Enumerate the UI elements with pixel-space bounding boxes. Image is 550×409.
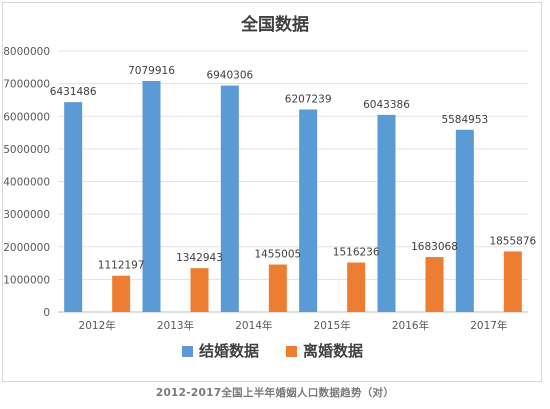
bar-divorce <box>268 264 287 312</box>
data-label-marriage: 6207239 <box>285 93 332 105</box>
data-label-divorce: 1683068 <box>411 241 458 253</box>
bar-marriage <box>299 109 318 312</box>
y-axis-ticks: 0 1000000 2000000 3000000 4000000 5000000 6000… <box>3 46 50 319</box>
legend-label: 结婚数据 <box>199 342 259 360</box>
gridlines <box>58 50 528 313</box>
data-label-marriage: 7079916 <box>128 65 175 77</box>
bar-divorce <box>503 251 522 312</box>
x-axis-ticks: 2012年 2013年 2014年 2015年 2016年 2017年 <box>79 319 508 332</box>
y-tick-label: 0 <box>43 307 50 319</box>
bar-chart: 全国数据 0 1000000 2000000 3000000 4000000 500000… <box>3 14 537 360</box>
data-label-divorce: 1855876 <box>489 235 536 247</box>
data-label-marriage: 6940306 <box>206 70 253 82</box>
data-label-marriage: 5584953 <box>441 114 488 126</box>
chart-title: 全国数据 <box>240 14 309 35</box>
x-tick-label: 2015年 <box>314 319 351 332</box>
bar-marriage <box>377 114 396 312</box>
x-tick-label: 2013年 <box>157 319 194 332</box>
data-label-divorce: 1342943 <box>176 252 223 264</box>
y-tick-label: 6000000 <box>3 111 50 123</box>
data-label-divorce: 1516236 <box>333 247 380 259</box>
x-tick-label: 2017年 <box>470 319 507 332</box>
y-tick-label: 1000000 <box>3 274 50 286</box>
data-label-marriage: 6043386 <box>363 99 410 111</box>
legend: 结婚数据 离婚数据 <box>182 342 363 360</box>
bar-divorce <box>347 262 366 312</box>
data-label-divorce: 1455005 <box>254 249 301 261</box>
data-label-divorce: 1112197 <box>98 260 145 272</box>
chart-frame <box>2 2 542 382</box>
y-tick-label: 3000000 <box>3 209 50 221</box>
legend-swatch <box>286 346 297 357</box>
data-labels: 6431486 1112197 7079916 1342943 6940306 14550… <box>50 65 537 272</box>
x-tick-label: 2014年 <box>235 319 272 332</box>
y-tick-label: 7000000 <box>3 79 50 91</box>
bar-divorce <box>112 275 131 312</box>
figure-caption: 2012-2017全国上半年婚姻人口数据趋势（对） <box>155 387 395 399</box>
bar-divorce <box>190 268 209 312</box>
y-tick-label: 8000000 <box>3 46 50 58</box>
bar-divorce <box>425 257 444 312</box>
bar-marriage <box>220 85 239 313</box>
x-tick-label: 2016年 <box>392 319 429 332</box>
y-tick-label: 4000000 <box>3 177 50 189</box>
legend-swatch <box>182 346 193 357</box>
data-label-marriage: 6431486 <box>50 86 97 98</box>
bar-marriage <box>142 81 161 313</box>
x-tick-label: 2012年 <box>79 319 116 332</box>
y-tick-label: 5000000 <box>3 144 50 156</box>
y-tick-label: 2000000 <box>3 242 50 254</box>
bar-marriage <box>64 102 83 313</box>
bar-marriage <box>455 129 474 312</box>
legend-label: 离婚数据 <box>303 342 363 360</box>
bars <box>64 81 522 313</box>
